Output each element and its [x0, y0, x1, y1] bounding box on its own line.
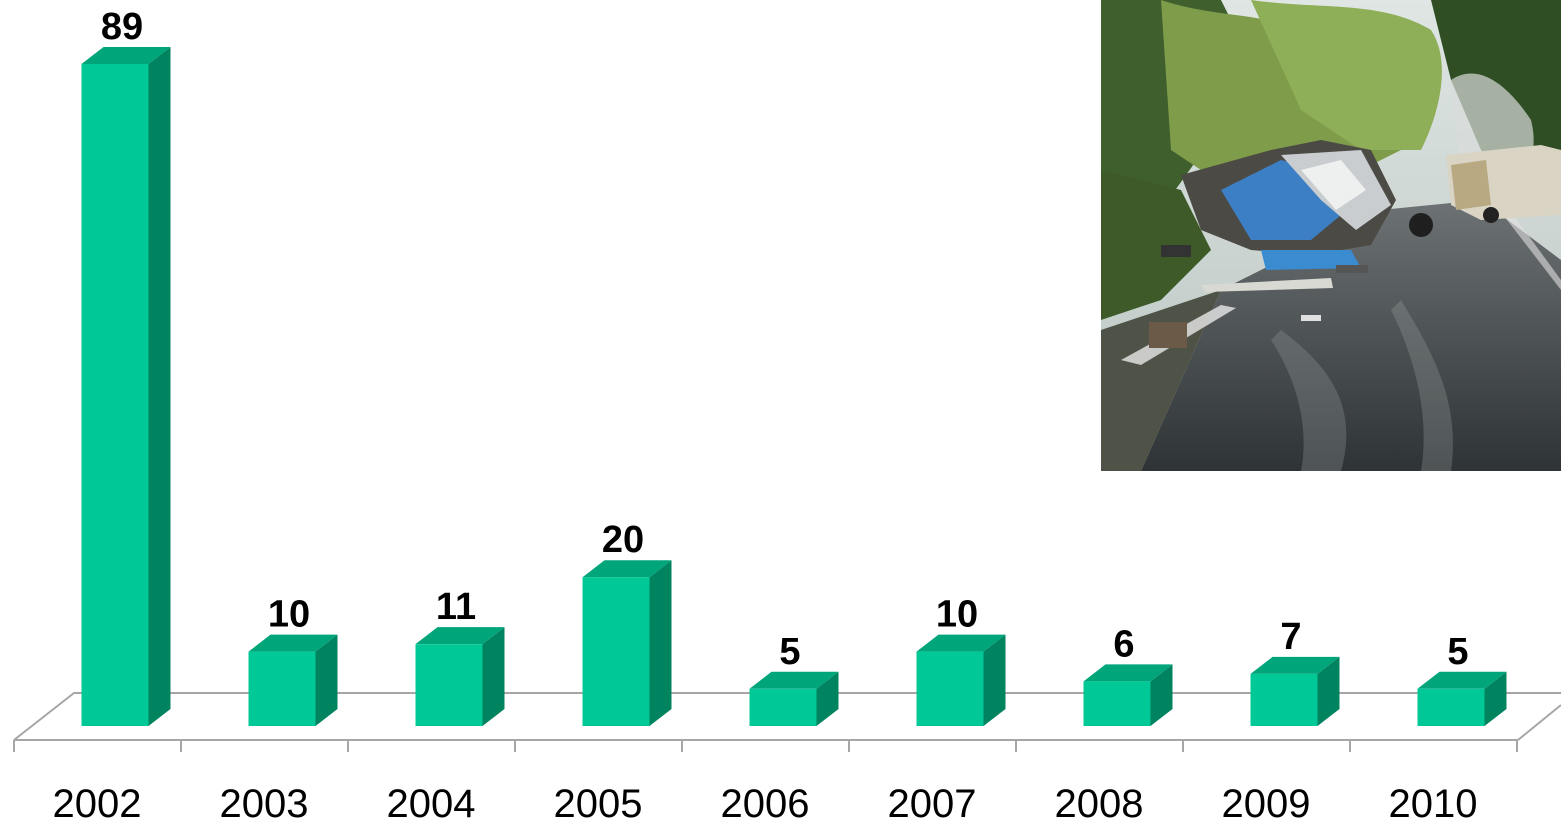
- chart-bars: [81, 47, 1507, 726]
- bar-2009: [1250, 656, 1340, 726]
- x-tick-label: 2010: [1389, 782, 1478, 821]
- bar-top-face: [1417, 671, 1507, 689]
- bar-side-face: [1484, 671, 1507, 726]
- bar-front-face: [916, 651, 984, 726]
- floor-back-edge: [13, 692, 1561, 741]
- bar-side-face: [649, 560, 672, 726]
- bar-side-face: [1317, 656, 1340, 726]
- bar-front-face: [749, 688, 817, 726]
- data-label: 89: [101, 6, 143, 48]
- chart-category-labels: 2002 2003 2004 2005 2006 2007 2008 2009 2010: [53, 782, 1478, 821]
- x-tick-label: 2004: [387, 782, 476, 821]
- bar-front-face: [1250, 673, 1318, 726]
- x-tick-label: 2002: [53, 782, 142, 821]
- data-label: 11: [436, 586, 476, 628]
- bar-side-face: [148, 47, 171, 726]
- bar-top-face: [248, 634, 338, 652]
- x-tick-label: 2003: [220, 782, 309, 821]
- bar-top-face: [1083, 664, 1173, 682]
- bar-2003: [248, 634, 338, 726]
- bar-side-face: [983, 634, 1006, 726]
- bar-front-face: [81, 64, 149, 726]
- bar-side-face: [482, 627, 505, 726]
- bar-2002: [81, 47, 171, 726]
- data-label: 20: [602, 519, 644, 561]
- bar-2006: [749, 671, 839, 726]
- bar-top-face: [415, 627, 505, 645]
- road-accident-photo: [1101, 0, 1561, 471]
- x-tick-label: 2009: [1222, 782, 1311, 821]
- x-tick-label: 2007: [888, 782, 977, 821]
- bar-2010: [1417, 671, 1507, 726]
- bar-front-face: [1083, 681, 1151, 726]
- bar-2004: [415, 627, 505, 726]
- chart-floor: [13, 692, 1561, 752]
- data-label: 7: [1280, 616, 1301, 658]
- chart-value-labels: 89 10 11 20 5 10 6 7 5: [101, 6, 1469, 673]
- bar-front-face: [415, 644, 483, 726]
- bar-side-face: [1150, 664, 1173, 726]
- data-label: 5: [1447, 631, 1468, 673]
- x-tick-label: 2006: [721, 782, 810, 821]
- bar-top-face: [81, 47, 171, 64]
- bar-top-face: [749, 671, 839, 689]
- bar-2005: [582, 560, 672, 726]
- bar-side-face: [816, 671, 839, 726]
- bar-top-face: [1250, 656, 1340, 674]
- bar-side-face: [315, 634, 338, 726]
- bar-front-face: [582, 577, 650, 726]
- bar-top-face: [582, 560, 672, 578]
- data-label: 10: [936, 594, 978, 636]
- bar-2007: [916, 634, 1006, 726]
- x-tick-label: 2008: [1055, 782, 1144, 821]
- data-label: 6: [1113, 623, 1134, 665]
- bar-2008: [1083, 664, 1173, 726]
- data-label: 5: [779, 631, 800, 673]
- data-label: 10: [268, 594, 310, 636]
- floor-right-edge: [1517, 704, 1561, 741]
- bar-top-face: [916, 634, 1006, 652]
- bar-front-face: [248, 651, 316, 726]
- x-tick-label: 2005: [554, 782, 643, 821]
- bar-front-face: [1417, 688, 1485, 726]
